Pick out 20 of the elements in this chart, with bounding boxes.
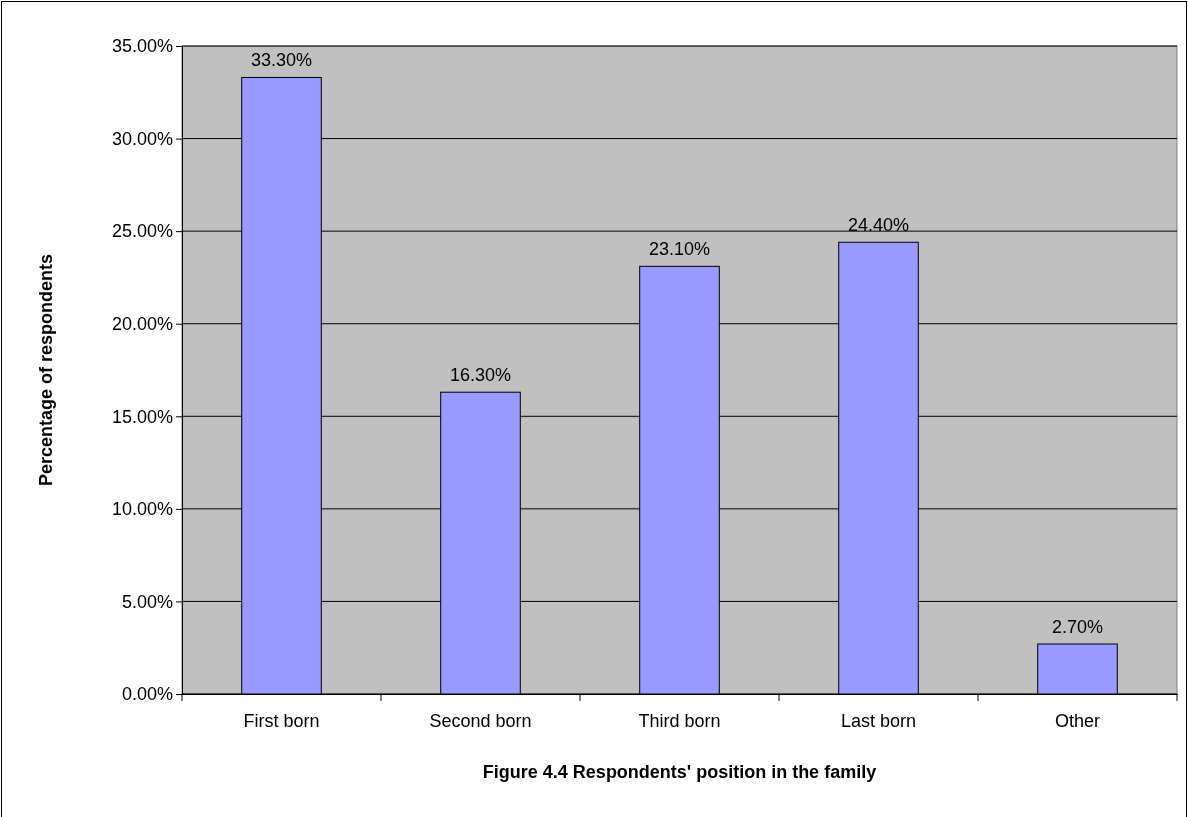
y-tick-label: 10.00%	[111, 499, 173, 520]
x-tick-label: Third born	[638, 710, 721, 731]
data-label: 33.30%	[250, 50, 313, 71]
y-axis-title: Percentage of respondents	[36, 253, 56, 487]
y-tick-label: 30.00%	[111, 128, 173, 149]
x-tick-label: Last born	[840, 710, 917, 731]
y-tick-label: 20.00%	[111, 313, 173, 334]
x-tick-label: Second born	[429, 710, 532, 731]
data-label: 24.40%	[847, 215, 910, 236]
data-label: 23.10%	[648, 239, 711, 260]
y-tick-label: 5.00%	[121, 591, 173, 612]
x-axis-title: Figure 4.4 Respondents' position in the family	[482, 762, 877, 782]
data-label: 16.30%	[449, 365, 512, 386]
data-label: 2.70%	[1051, 617, 1104, 638]
x-tick-label: First born	[243, 710, 320, 731]
y-tick-label: 0.00%	[121, 684, 173, 705]
x-tick-label: Other	[1054, 710, 1101, 731]
y-tick-label: 25.00%	[111, 221, 173, 242]
y-tick-label: 35.00%	[111, 36, 173, 57]
y-tick-label: 15.00%	[111, 406, 173, 427]
